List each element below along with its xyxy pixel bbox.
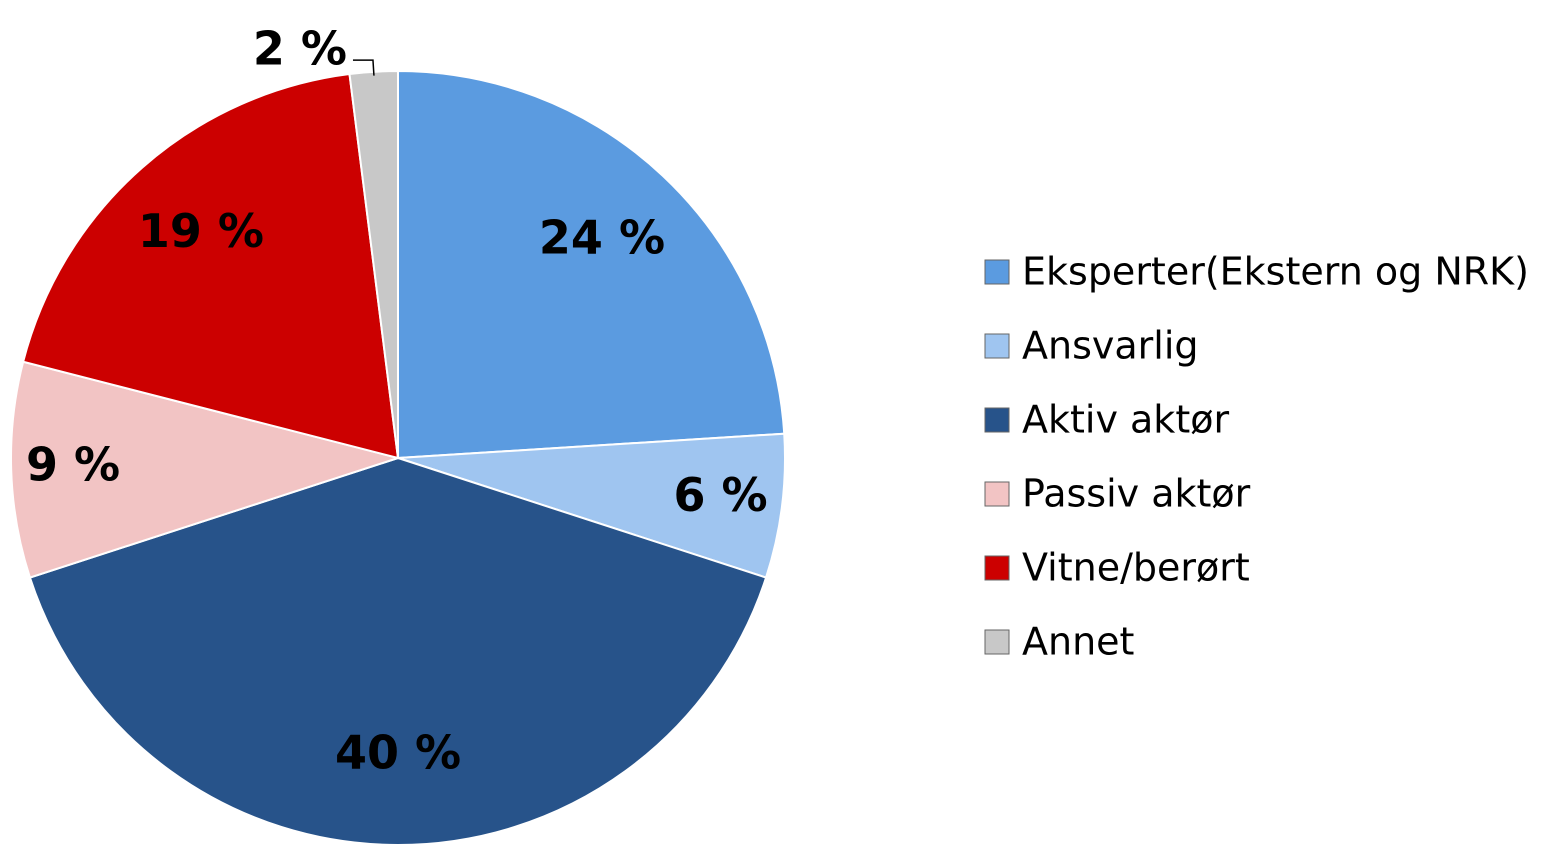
data-label: 9 % [26, 438, 120, 492]
legend-label: Passiv aktør [1022, 472, 1251, 516]
legend-swatch [984, 481, 1010, 507]
legend-label: Annet [1022, 620, 1134, 664]
data-label: 40 % [335, 725, 461, 779]
legend-label: Ansvarlig [1022, 324, 1199, 368]
pie-slice [397, 69, 786, 460]
legend-swatch [984, 407, 1010, 433]
leader-line [352, 59, 375, 76]
data-label: 2 % [253, 22, 347, 76]
data-label: 6 % [673, 468, 767, 522]
pie-slice [21, 72, 400, 460]
data-label: 24 % [539, 210, 665, 264]
legend-swatch [984, 259, 1010, 285]
pie-slice [10, 360, 402, 579]
legend-swatch [984, 555, 1010, 581]
legend-swatch [984, 333, 1010, 359]
legend-label: Vitne/berørt [1022, 546, 1250, 590]
legend-swatch [984, 629, 1010, 655]
pie-slice [397, 432, 786, 579]
legend-label: Eksperter(Ekstern og NRK) [1022, 250, 1529, 294]
data-label: 19 % [138, 204, 264, 258]
legend-label: Aktiv aktør [1022, 398, 1229, 442]
